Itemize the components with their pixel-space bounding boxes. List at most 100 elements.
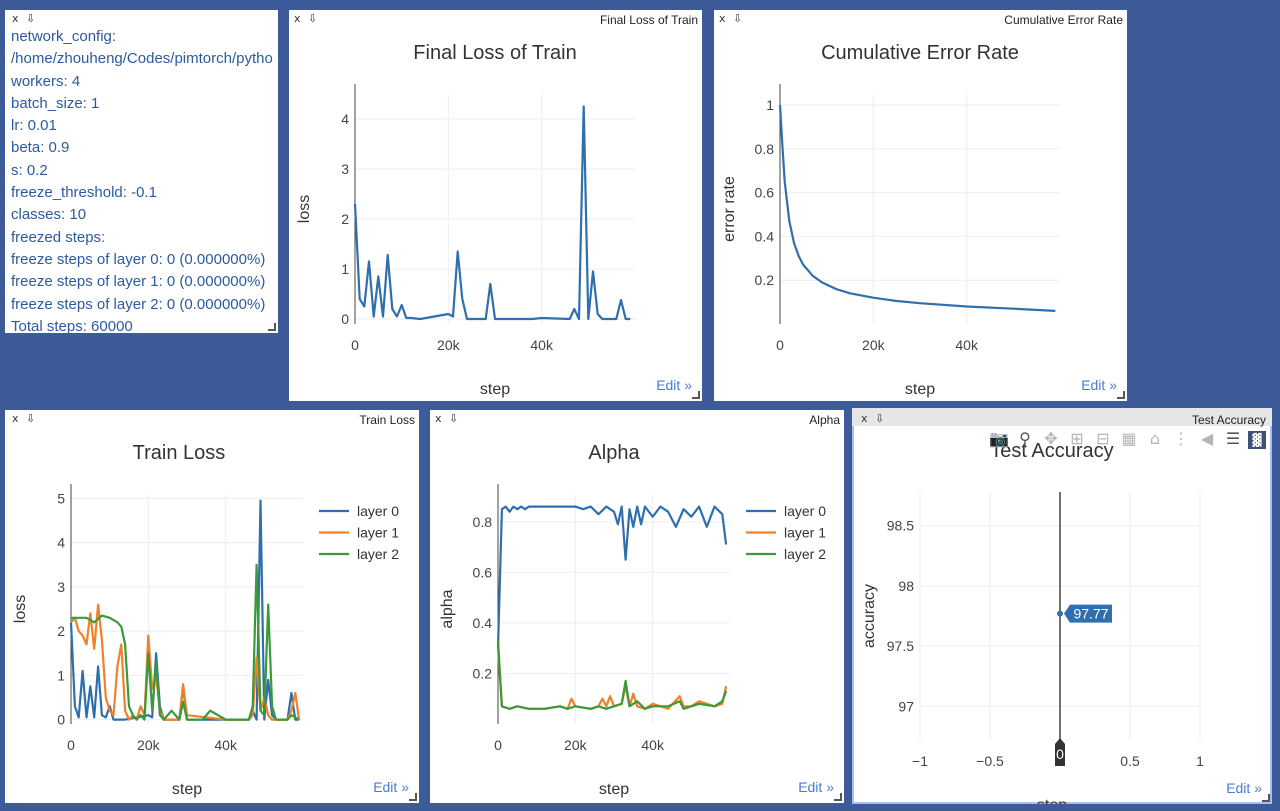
x-axis-label: step	[480, 381, 510, 398]
close-icon[interactable]: x	[12, 12, 19, 25]
final-loss-pane: x ⇩ Final Loss of Train Final Loss of Tr…	[289, 10, 702, 401]
series-line-layer-2	[496, 640, 728, 710]
hover-compare-icon[interactable]: ☰	[1225, 429, 1241, 448]
chart-title: Final Loss of Train	[413, 42, 576, 64]
x-axis-label: step	[905, 381, 935, 398]
hover-box	[1055, 738, 1065, 766]
resize-handle[interactable]	[1262, 794, 1270, 802]
y-tick-label: 0	[57, 712, 65, 728]
config-line: freezed steps:	[11, 228, 106, 246]
zoom-icon[interactable]: ⚲	[1019, 429, 1031, 448]
config-line: freeze steps of layer 2: 0 (0.000000%)	[11, 295, 266, 313]
autoscale-icon[interactable]: ▦	[1121, 429, 1137, 448]
pane-titlebar: x ⇩ Cumulative Error Rate	[714, 10, 1127, 28]
download-icon[interactable]: ⇩	[733, 12, 743, 25]
close-icon[interactable]: x	[861, 412, 868, 425]
hover-label-y: 97.77	[1064, 604, 1112, 623]
train-loss-chart[interactable]: Train Loss 0 20k 40k 0 1 2 3 4 5 step loss layer 0 la…	[5, 410, 419, 803]
series-line-layer-2	[71, 563, 300, 721]
y-tick-label: 1	[57, 667, 65, 683]
pane-titlebar: x ⇩ Final Loss of Train	[289, 10, 702, 28]
y-tick-label: 5	[57, 490, 65, 506]
y-axis-label: alpha	[439, 589, 456, 628]
config-pane-titlebar: x ⇩	[5, 10, 278, 28]
alpha-chart[interactable]: Alpha 0 20k 40k 0.2 0.4 0.6 0.8 step alpha layer 0…	[430, 410, 844, 803]
x-tick-label: 1	[1196, 753, 1204, 769]
pane-titlebar: x ⇩ Test Accuracy	[852, 408, 1272, 427]
legend-item: layer 2	[357, 546, 399, 562]
data-point	[1057, 610, 1063, 617]
edit-link[interactable]: Edit »	[1226, 780, 1262, 796]
resize-handle[interactable]	[268, 323, 276, 331]
download-icon[interactable]: ⇩	[449, 412, 459, 425]
download-icon[interactable]: ⇩	[875, 412, 885, 425]
y-tick-label: 0.4	[755, 228, 775, 244]
y-tick-label: 97.5	[887, 638, 914, 654]
x-tick-label: 0.5	[1120, 753, 1140, 769]
y-tick-label: 98	[898, 578, 914, 594]
series-line-loss	[353, 105, 631, 321]
y-tick-label: 2	[341, 211, 349, 227]
plotly-logo-icon[interactable]: ▓	[1248, 431, 1266, 449]
pane-titlebar: x ⇩ Alpha	[430, 410, 844, 428]
close-icon[interactable]: x	[435, 412, 442, 425]
legend-item: layer 0	[784, 503, 826, 519]
close-icon[interactable]: x	[12, 412, 19, 425]
resize-handle[interactable]	[1117, 391, 1125, 399]
hover-closest-icon[interactable]: ◀	[1200, 429, 1214, 448]
hover-label-x: 0	[1055, 738, 1065, 766]
x-tick-label: 20k	[862, 337, 886, 353]
legend-item: layer 2	[784, 546, 826, 562]
y-tick-label: 0.2	[755, 272, 775, 288]
pane-title: Test Accuracy	[1191, 413, 1266, 427]
config-line: network_config:	[11, 28, 117, 45]
config-line: batch_size: 1	[11, 94, 100, 112]
cumulative-error-chart[interactable]: Cumulative Error Rate 0 20k 40k 0.2 0.4 0.6 0.8…	[714, 10, 1127, 401]
spike-lines-icon[interactable]: ⋮	[1173, 429, 1189, 448]
resize-handle[interactable]	[409, 793, 417, 801]
series-line-loss	[778, 104, 1056, 312]
x-tick-label: 40k	[641, 737, 665, 753]
pane-title: Alpha	[809, 413, 840, 427]
test-accuracy-chart[interactable]: Test Accuracy −1 −0.5 0.5 1 97 97.5 98 98.5 step a…	[852, 408, 1272, 804]
zoom-in-icon[interactable]: ⊞	[1070, 429, 1084, 448]
zoom-out-icon[interactable]: ⊟	[1096, 429, 1110, 448]
config-line: s: 0.2	[11, 161, 48, 179]
resize-handle[interactable]	[834, 793, 842, 801]
config-line: classes: 10	[11, 206, 87, 224]
y-axis-label: error rate	[721, 176, 738, 242]
x-tick-label: 0	[67, 737, 75, 753]
y-axis-label: loss	[12, 595, 29, 623]
y-tick-label: 0.8	[755, 141, 775, 157]
camera-icon[interactable]: 📷	[989, 429, 1009, 448]
close-icon[interactable]: x	[719, 12, 726, 25]
close-icon[interactable]: x	[294, 12, 301, 25]
download-icon[interactable]: ⇩	[26, 12, 36, 25]
home-icon[interactable]: ⌂	[1149, 429, 1161, 448]
resize-handle[interactable]	[692, 391, 700, 399]
y-tick-label: 1	[341, 261, 349, 277]
y-tick-label: 4	[57, 535, 65, 551]
pane-title: Train Loss	[359, 413, 415, 427]
modebar: 📷 ⚲ ✥ ⊞ ⊟ ▦ ⌂ ⋮ ◀ ☰ ▓	[984, 428, 1266, 452]
x-tick-label: 40k	[214, 737, 238, 753]
edit-link[interactable]: Edit »	[798, 779, 834, 795]
edit-link[interactable]: Edit »	[373, 779, 409, 795]
edit-link[interactable]: Edit »	[1081, 377, 1117, 393]
download-icon[interactable]: ⇩	[308, 12, 318, 25]
edit-link[interactable]: Edit »	[656, 377, 692, 393]
hover-value: 0	[1056, 746, 1064, 762]
y-tick-label: 0.4	[473, 615, 493, 631]
pane-title: Final Loss of Train	[599, 13, 698, 27]
download-icon[interactable]: ⇩	[26, 412, 36, 425]
series-line-layer-0	[496, 505, 728, 649]
y-axis-label: accuracy	[861, 584, 878, 648]
final-loss-chart[interactable]: Final Loss of Train 0 20k 40k 0 1 2 3 4 step loss	[289, 10, 702, 401]
x-tick-label: 40k	[530, 337, 554, 353]
pan-icon[interactable]: ✥	[1044, 429, 1058, 448]
chart-title: Test Accuracy	[990, 440, 1113, 462]
config-line: Total steps: 60000	[11, 317, 133, 333]
pane-title: Cumulative Error Rate	[1004, 13, 1123, 27]
y-axis-label: loss	[296, 195, 313, 223]
y-tick-label: 2	[57, 623, 65, 639]
